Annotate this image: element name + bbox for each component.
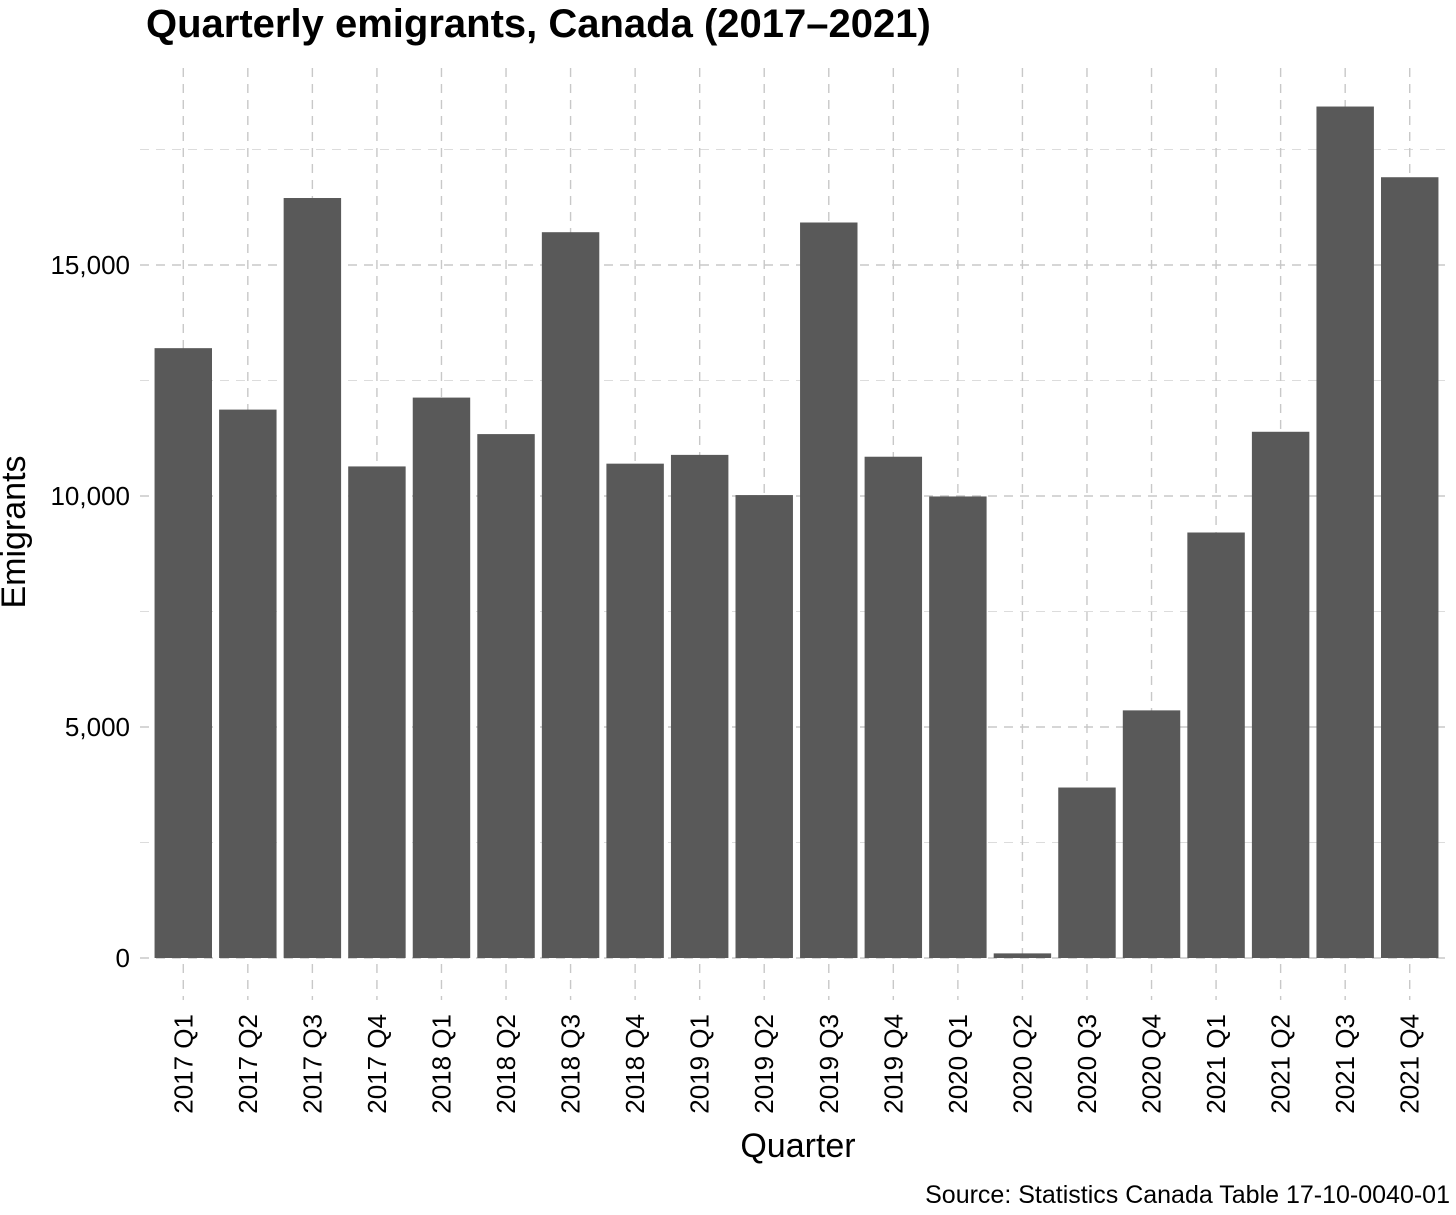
x-tick-label: 2019 Q1 bbox=[685, 1014, 715, 1114]
x-tick-label: 2018 Q3 bbox=[556, 1014, 586, 1114]
x-tick-label: 2017 Q1 bbox=[168, 1014, 198, 1114]
x-tick-label: 2019 Q2 bbox=[749, 1014, 779, 1114]
bar-2021-q3 bbox=[1316, 106, 1374, 958]
x-axis-title: Quarter bbox=[740, 1127, 856, 1165]
bar-2019-q3 bbox=[800, 222, 858, 959]
x-tick-label: 2021 Q1 bbox=[1201, 1014, 1231, 1114]
x-tick-label: 2021 Q4 bbox=[1395, 1014, 1425, 1114]
bar-2020-q4 bbox=[1122, 710, 1181, 958]
bar-2018-q2 bbox=[477, 434, 535, 958]
x-tick-label: 2017 Q2 bbox=[233, 1014, 263, 1114]
y-tick-label: 0 bbox=[116, 943, 130, 973]
x-tick-label: 2019 Q3 bbox=[814, 1014, 844, 1114]
bar-2017-q2 bbox=[219, 409, 277, 959]
x-tick-label: 2020 Q1 bbox=[943, 1014, 973, 1114]
bar-2019-q2 bbox=[735, 495, 793, 958]
x-tick-label: 2017 Q4 bbox=[362, 1014, 392, 1114]
bar-2020-q3 bbox=[1058, 787, 1116, 958]
x-tick-label: 2017 Q3 bbox=[297, 1014, 327, 1114]
bar-2021-q4 bbox=[1381, 177, 1439, 959]
y-tick-label: 10,000 bbox=[50, 481, 130, 511]
bar-2018-q4 bbox=[606, 463, 664, 958]
x-tick-label: 2018 Q1 bbox=[426, 1014, 456, 1114]
x-tick-label: 2018 Q4 bbox=[620, 1014, 650, 1114]
bar-2021-q2 bbox=[1251, 431, 1310, 959]
x-tick-label: 2020 Q2 bbox=[1007, 1014, 1037, 1114]
y-tick-label: 5,000 bbox=[65, 712, 130, 742]
bar-2019-q4 bbox=[864, 456, 923, 958]
chart-title: Quarterly emigrants, Canada (2017–2021) bbox=[146, 2, 931, 46]
y-tick-labels: 0 5,000 10,000 15,000 bbox=[50, 250, 130, 973]
bar-2019-q1 bbox=[670, 454, 729, 958]
x-tick-label: 2021 Q3 bbox=[1330, 1014, 1360, 1114]
bar-2017-q3 bbox=[283, 198, 342, 958]
x-tick-label: 2020 Q4 bbox=[1137, 1014, 1167, 1114]
bar-2017-q1 bbox=[154, 348, 212, 958]
x-tick-label: 2019 Q4 bbox=[878, 1014, 908, 1114]
y-axis-title: Emigrants bbox=[0, 455, 33, 609]
bar-2020-q1 bbox=[929, 496, 987, 958]
bars bbox=[154, 106, 1439, 959]
source-note: Source: Statistics Canada Table 17-10-00… bbox=[925, 1181, 1450, 1209]
x-tick-labels: 2017 Q1 2017 Q2 2017 Q3 2017 Q4 2018 Q1 2018 … bbox=[168, 1014, 1424, 1114]
bar-2020-q2 bbox=[993, 953, 1052, 958]
x-tick-label: 2020 Q3 bbox=[1072, 1014, 1102, 1114]
x-tick-label: 2021 Q2 bbox=[1266, 1014, 1296, 1114]
bar-2017-q4 bbox=[348, 466, 406, 958]
bar-2018-q1 bbox=[412, 397, 471, 958]
y-tick-label: 15,000 bbox=[50, 250, 130, 280]
bar-2021-q1 bbox=[1187, 532, 1245, 958]
x-tick-label: 2018 Q2 bbox=[491, 1014, 521, 1114]
bar-2018-q3 bbox=[541, 232, 600, 958]
